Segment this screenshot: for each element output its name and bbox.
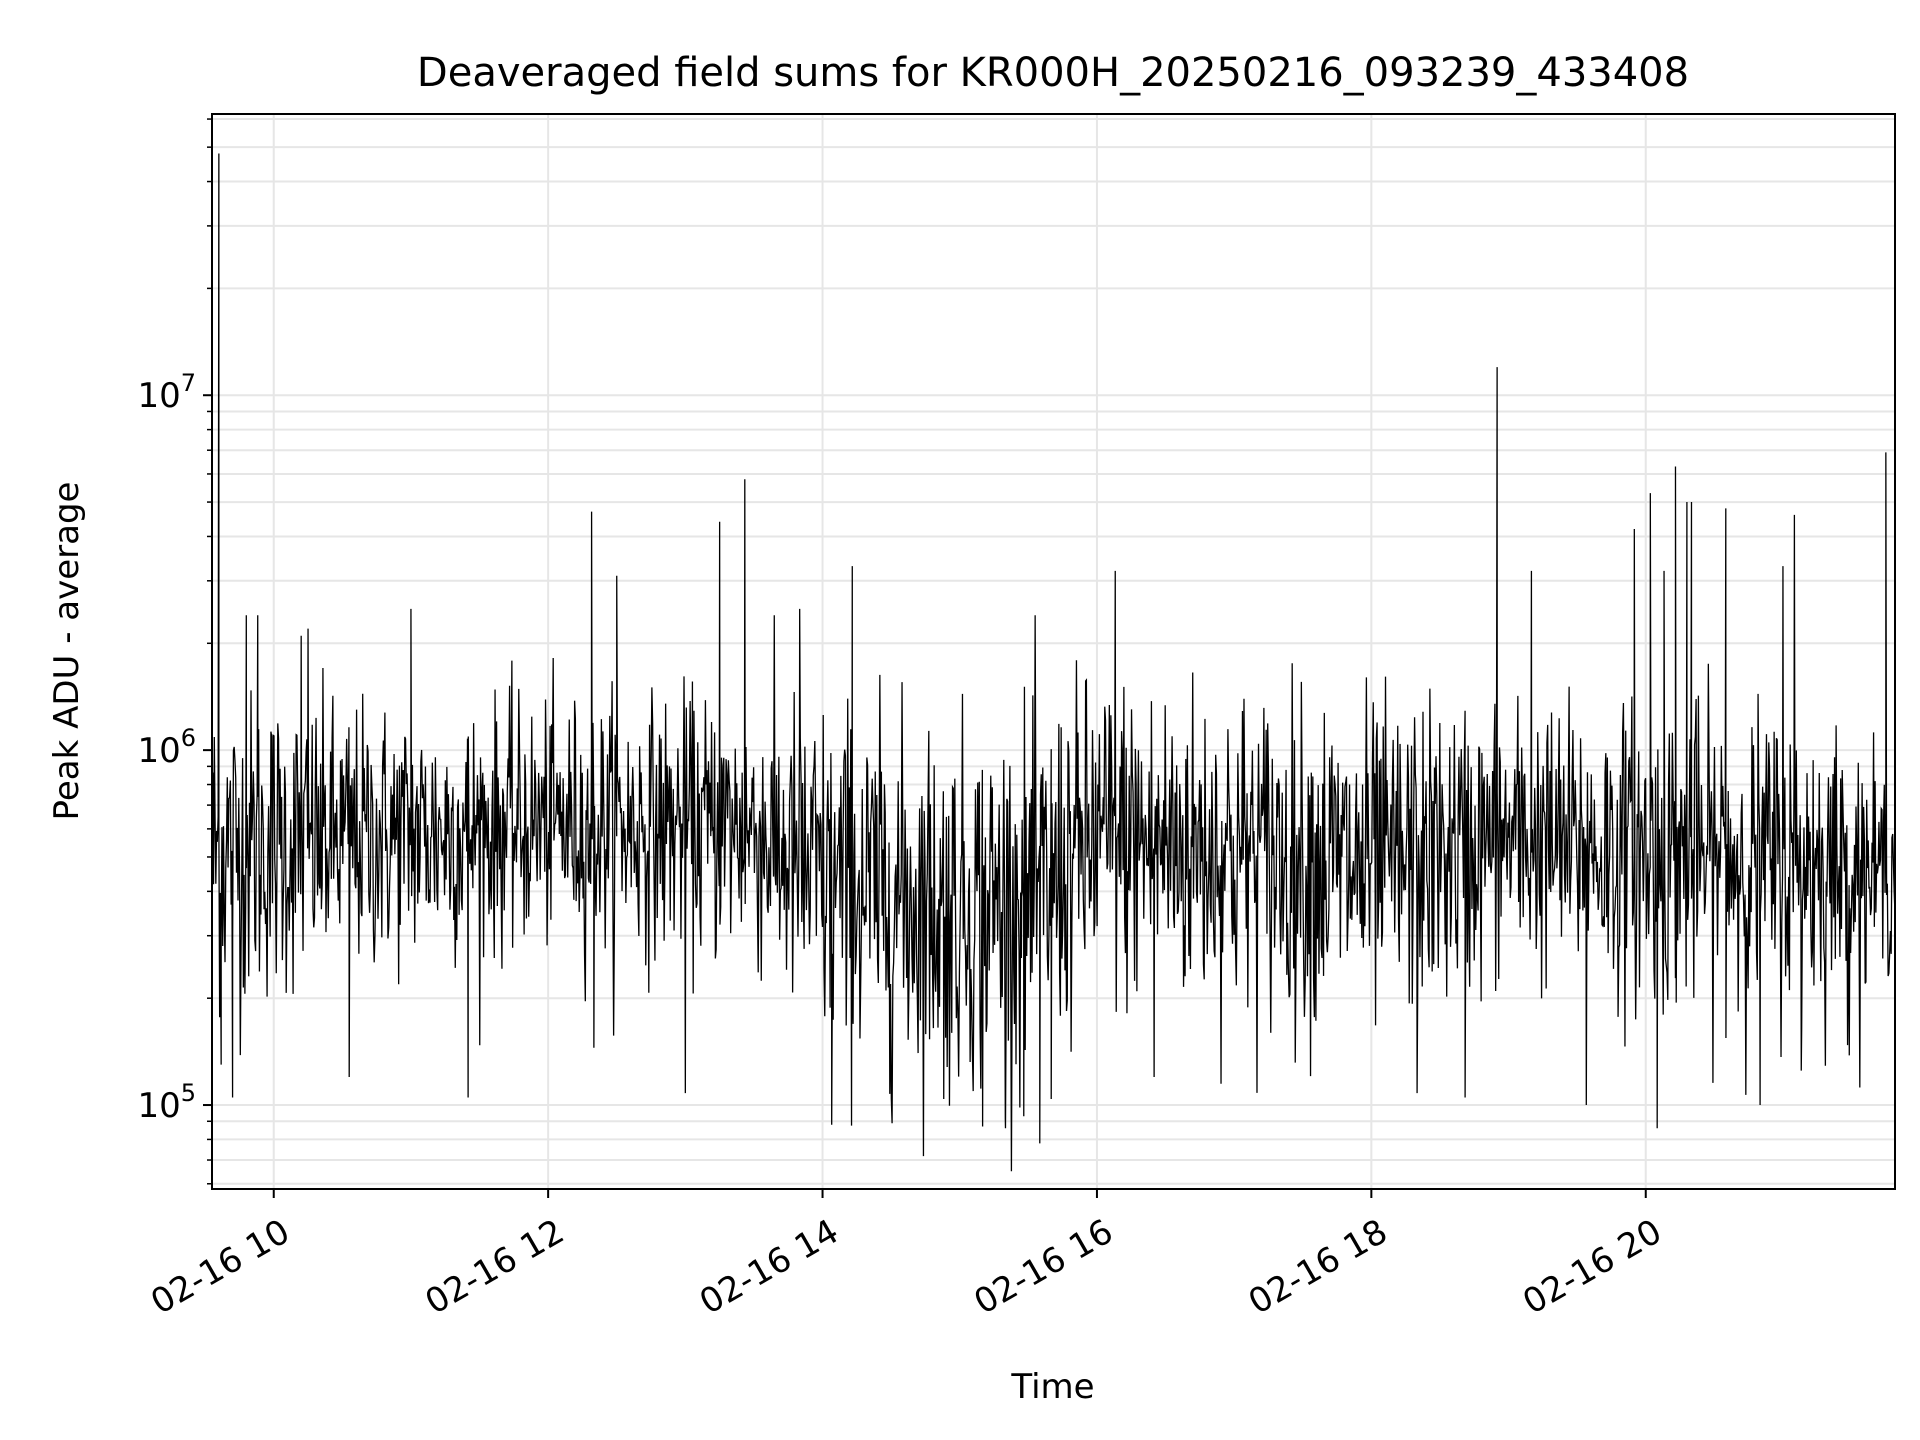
x-axis-label: Time: [1010, 1367, 1094, 1407]
y-axis-label: Peak ADU - average: [47, 482, 87, 821]
plot-series: [212, 153, 1895, 1172]
series-line: [212, 153, 1895, 1172]
plot-frame: [211, 113, 1896, 1190]
y-tick-exponent: 6: [181, 724, 196, 752]
y-tick-exponent: 5: [181, 1079, 196, 1107]
chart-title: Deaveraged field sums for KR000H_2025021…: [417, 50, 1689, 96]
y-tick-exponent: 7: [181, 369, 196, 397]
